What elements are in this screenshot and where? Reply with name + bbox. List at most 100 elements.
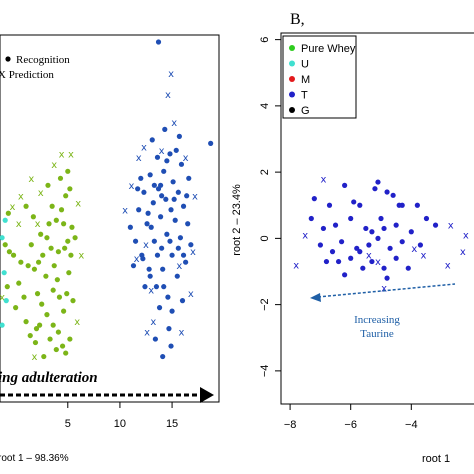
panel-b-point-s1-8: x	[445, 260, 451, 271]
panel-a-point-s0-17	[51, 263, 57, 269]
panel-b-y-axis-label: root 2 – 23.4%	[231, 184, 243, 256]
panel-a-point-s1-11: x	[59, 149, 65, 160]
taurine-arrow-head	[310, 293, 321, 302]
panel-a-point-s3-60	[151, 182, 157, 188]
panel-b-point-s0-3	[384, 189, 390, 195]
legend-recognition-label: Recognition	[16, 54, 70, 66]
panel-a-point-s0-35	[50, 322, 56, 328]
panel-a-point-s4-10: x	[150, 317, 156, 328]
panel-b-point-s0-31	[405, 265, 411, 271]
panel-b-point-s0-2	[372, 186, 378, 192]
panel-b-frame	[280, 32, 474, 405]
adulteration-arrow-head	[200, 387, 214, 403]
panel-a-point-s4-4: x	[159, 146, 165, 157]
panel-b-x-axis: −8 −6 −4	[284, 404, 418, 431]
panel-a-point-s4-13: x	[178, 328, 184, 339]
panel-a-point-s3-23	[170, 179, 176, 185]
legend-marker-m	[289, 76, 295, 82]
panel-a-point-s1-12: x	[51, 160, 57, 171]
panel-a-point-s3-7	[147, 172, 153, 178]
panel-a-point-s0-43	[70, 298, 76, 304]
panel-a-point-s3-37	[156, 305, 163, 311]
panel-b-point-s0-15	[317, 242, 323, 248]
panel-b-point-s0-37	[369, 229, 375, 235]
panel-b-point-s1-4: x	[381, 284, 387, 295]
panel-a-point-s0-33	[39, 301, 45, 307]
panel-a-point-s0-42	[41, 353, 47, 360]
panel-a-point-s4-3: x	[141, 142, 147, 153]
panel-a-point-s3-42	[130, 263, 137, 269]
panel-b-point-s0-16	[329, 249, 336, 255]
panel-b-point-s0-36	[432, 222, 439, 228]
panel-a-point-s3-48	[188, 242, 194, 248]
panel-a-point-s0-40	[53, 346, 59, 353]
legend-label-pure-whey: Pure Whey	[301, 43, 356, 55]
panel-b-point-s0-11	[378, 215, 384, 222]
panel-a-point-s3-13	[158, 214, 164, 220]
panel-a-point-s3-65	[147, 273, 153, 279]
panel-a-point-s0-45	[55, 249, 62, 255]
panel-a-point-s0-46	[50, 287, 56, 293]
panel-a-point-s4-16: x	[143, 240, 149, 251]
panel-b-point-s0-38	[396, 202, 402, 208]
panel-b-x-tick-label: −8	[284, 419, 297, 431]
panel-b-point-s0-27	[381, 265, 387, 271]
panel-b-y-axis: 6 4 2 0 −2 −4	[259, 37, 281, 377]
panel-a-point-s4-11: x	[165, 90, 171, 101]
panel-a-point-s4-14: x	[148, 286, 154, 297]
legend-label-t: T	[301, 90, 308, 102]
panel-b-point-s0-0	[342, 182, 348, 188]
panel-b-point-s0-10	[363, 225, 369, 232]
panel-b-y-tick-label: 4	[259, 103, 271, 109]
panel-a-point-s3-49	[135, 186, 141, 192]
panel-a-point-s3-45	[159, 193, 165, 199]
panel-a-point-s0-56	[45, 182, 51, 188]
legend-marker-g	[289, 107, 295, 113]
panel-a-point-s3-53	[145, 210, 151, 216]
panel-a-point-s4-7: x	[192, 191, 198, 202]
panel-a-point-s0-7	[23, 319, 29, 325]
panel-a-x-tick-label: 5	[65, 418, 71, 430]
panel-a-point-s3-44	[148, 224, 154, 230]
adulteration-annotation-text: ing adulteration	[0, 370, 98, 386]
legend-marker-t	[289, 91, 295, 98]
panel-a-point-s1-10: x	[16, 219, 22, 230]
panel-a-point-s3-6	[146, 266, 152, 272]
panel-a-point-s0-55	[30, 214, 36, 220]
panel-a-point-s3-40	[168, 343, 174, 349]
panel-a-point-s0-14	[38, 231, 44, 237]
panel-a-point-s3-30	[183, 259, 189, 265]
panel-a-point-s4-9: x	[188, 289, 194, 300]
panel-a-x-axis-label: root 1 – 98.36%	[0, 453, 69, 464]
panel-a-point-s3-61	[180, 252, 187, 258]
panel-b-point-s0-21	[387, 245, 393, 251]
panel-a-point-s3-26	[175, 189, 181, 195]
panel-a-point-s4-17: x	[176, 261, 182, 272]
panel-b-point-s0-8	[332, 222, 339, 228]
panel-b-y-tick-label: 2	[259, 169, 271, 175]
panel-a-point-s1-5: x	[75, 198, 81, 209]
panel-a-x-axis: 5 10 15	[65, 402, 178, 430]
panel-a-point-s3-54	[158, 182, 164, 188]
panel-b-point-s1-1: x	[302, 231, 308, 242]
panel-a-point-s0-4	[13, 305, 19, 311]
panel-a-point-s3-52	[169, 308, 175, 314]
panel-a-point-s1-0: x	[10, 202, 16, 213]
panel-b-y-tick-label: −2	[259, 298, 271, 311]
panel-a-point-s1-4: x	[68, 149, 74, 160]
legend-marker-pure-whey	[289, 45, 295, 51]
panel-a-point-s3-38	[166, 326, 172, 332]
panel-a-point-s3-32	[186, 175, 192, 181]
panel-b-point-s0-33	[384, 275, 390, 281]
panel-a-point-s3-39	[152, 336, 158, 342]
panel-a-point-s0-36	[55, 329, 62, 335]
panel-a-point-s0-34	[44, 312, 50, 318]
panel-b-point-s1-6: x	[448, 221, 454, 232]
panel-b-point-s0-5	[414, 202, 420, 208]
panel-a-point-s1-1: x	[18, 191, 24, 202]
panel-a-point-s3-2	[136, 207, 142, 213]
panel-b-point-s0-39	[311, 196, 317, 202]
